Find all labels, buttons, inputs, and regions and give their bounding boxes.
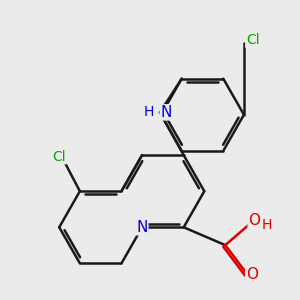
Text: Cl: Cl: [52, 150, 66, 164]
Text: Cl: Cl: [246, 33, 260, 47]
Text: H: H: [144, 105, 154, 119]
Text: O: O: [248, 213, 260, 228]
Text: N: N: [160, 105, 172, 120]
Text: O: O: [246, 266, 258, 281]
Text: N: N: [136, 220, 148, 235]
Text: H: H: [262, 218, 272, 232]
